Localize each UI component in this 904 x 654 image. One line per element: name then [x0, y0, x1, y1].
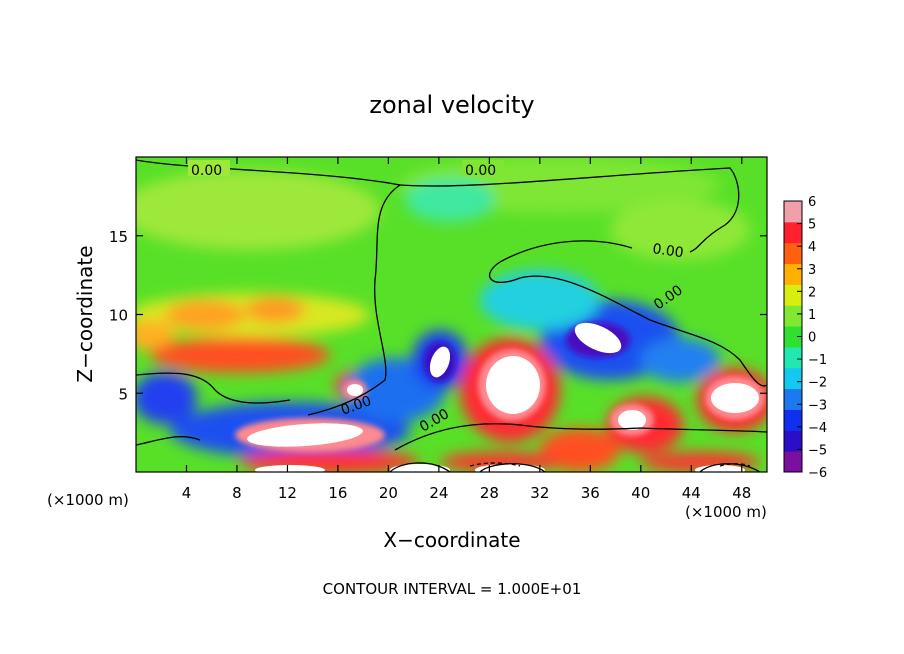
colorbar-swatch: [784, 263, 802, 285]
colorbar-swatch: [784, 221, 802, 244]
saturated-region: [429, 346, 451, 378]
x-tick-label: 48: [732, 484, 751, 502]
colorbar-swatch: [784, 409, 802, 431]
colorbar-tick-label: 1: [808, 308, 816, 323]
saturated-region: [618, 410, 646, 430]
colorbar-tick-label: 2: [808, 285, 816, 300]
colorbar-swatch: [784, 201, 802, 223]
saturated-region: [390, 464, 450, 472]
colorbar-tick-label: 3: [808, 263, 816, 278]
colorbar-swatch: [784, 326, 802, 348]
field-blob: [165, 300, 245, 330]
x-axis-label: X−coordinate: [383, 528, 520, 552]
field-blob: [136, 372, 197, 424]
contour-label-bg: [188, 160, 230, 176]
colorbar-swatch: [784, 242, 802, 265]
chart-title: zonal velocity: [369, 91, 534, 119]
saturated-region: [574, 322, 622, 354]
field-blob: [245, 297, 305, 323]
field-blob: [640, 338, 720, 382]
colorbar-tick-label: −2: [808, 376, 827, 391]
field-blob: [136, 320, 175, 350]
colorbar-tick-label: 5: [808, 218, 816, 233]
x-tick-label: 8: [232, 484, 242, 502]
field-blob: [405, 178, 495, 222]
y-tick-label: 15: [109, 228, 128, 246]
x-tick-label: 20: [379, 484, 398, 502]
contour-label: 0.00: [465, 163, 496, 179]
contour-line: [469, 462, 751, 467]
x-tick-label: 40: [631, 484, 650, 502]
contour-label: 0.00: [191, 163, 222, 179]
saturated-region: [347, 384, 363, 396]
contour-line: [399, 167, 740, 253]
y-tick-label: 10: [109, 307, 128, 325]
contour-line: [136, 423, 767, 451]
contours: [136, 159, 767, 472]
saturated-region: [486, 356, 540, 414]
colorbar-swatch: [784, 430, 802, 452]
x-axis-ticks: 4 8 12 16 20 24 28 32 36 40 44 48: [182, 157, 751, 502]
plot-area: 0.00 0.00 0.00 0.00 0.00 0.00: [136, 157, 767, 472]
field-blob: [150, 337, 330, 373]
x-axis-unit-left: (×1000 m): [47, 491, 129, 509]
colorbar-swatch: [784, 451, 802, 473]
contour-line: [136, 372, 291, 404]
colorbar-tick-label: 4: [808, 240, 816, 255]
colorbar-tick-label: −6: [808, 466, 827, 481]
colorbar-tick-label: −3: [808, 398, 827, 413]
colorbar-tick-label: −1: [808, 353, 827, 368]
colorbar-swatch: [784, 284, 802, 306]
contour-line: [136, 159, 402, 416]
x-axis-unit-right: (×1000 m): [685, 503, 767, 521]
x-tick-label: 36: [581, 484, 600, 502]
contour-line: [488, 240, 767, 387]
y-axis-label: Z−coordinate: [73, 245, 97, 382]
colorbar-swatch: [784, 346, 802, 369]
field-blob: [136, 170, 380, 250]
colorbar-swatch: [784, 388, 802, 410]
colorbar-tick-label: −5: [808, 443, 827, 458]
saturated-region: [247, 423, 363, 447]
field-blob: [480, 270, 600, 330]
colorbar-tick-label: 6: [808, 195, 816, 210]
field-blob: [540, 428, 620, 472]
colorbar-swatch: [784, 367, 802, 390]
y-tick-label: 5: [118, 385, 128, 403]
colorbar-swatch: [784, 305, 802, 327]
x-tick-label: 4: [182, 484, 192, 502]
colorbar: 6 5 4 3 2 1 0 −1 −2 −3 −4 −5 −6: [783, 195, 827, 481]
contour-label-bg: [462, 160, 504, 176]
x-tick-label: 16: [328, 484, 347, 502]
x-tick-label: 12: [278, 484, 297, 502]
x-tick-label: 24: [429, 484, 448, 502]
contour-label: 0.00: [651, 241, 684, 261]
y-axis-ticks: 5 10 15: [109, 228, 767, 403]
saturated-regions: [247, 322, 759, 472]
colorbar-tick-label: 0: [808, 331, 816, 346]
saturated-region: [475, 464, 545, 472]
saturated-region: [255, 465, 325, 472]
footer-note: CONTOUR INTERVAL = 1.000E+01: [323, 580, 582, 598]
field-blob: [610, 200, 750, 260]
x-tick-label: 44: [682, 484, 701, 502]
colorbar-tick-label: −4: [808, 421, 827, 436]
x-tick-label: 32: [530, 484, 549, 502]
saturated-region: [711, 383, 759, 413]
x-tick-label: 28: [480, 484, 499, 502]
